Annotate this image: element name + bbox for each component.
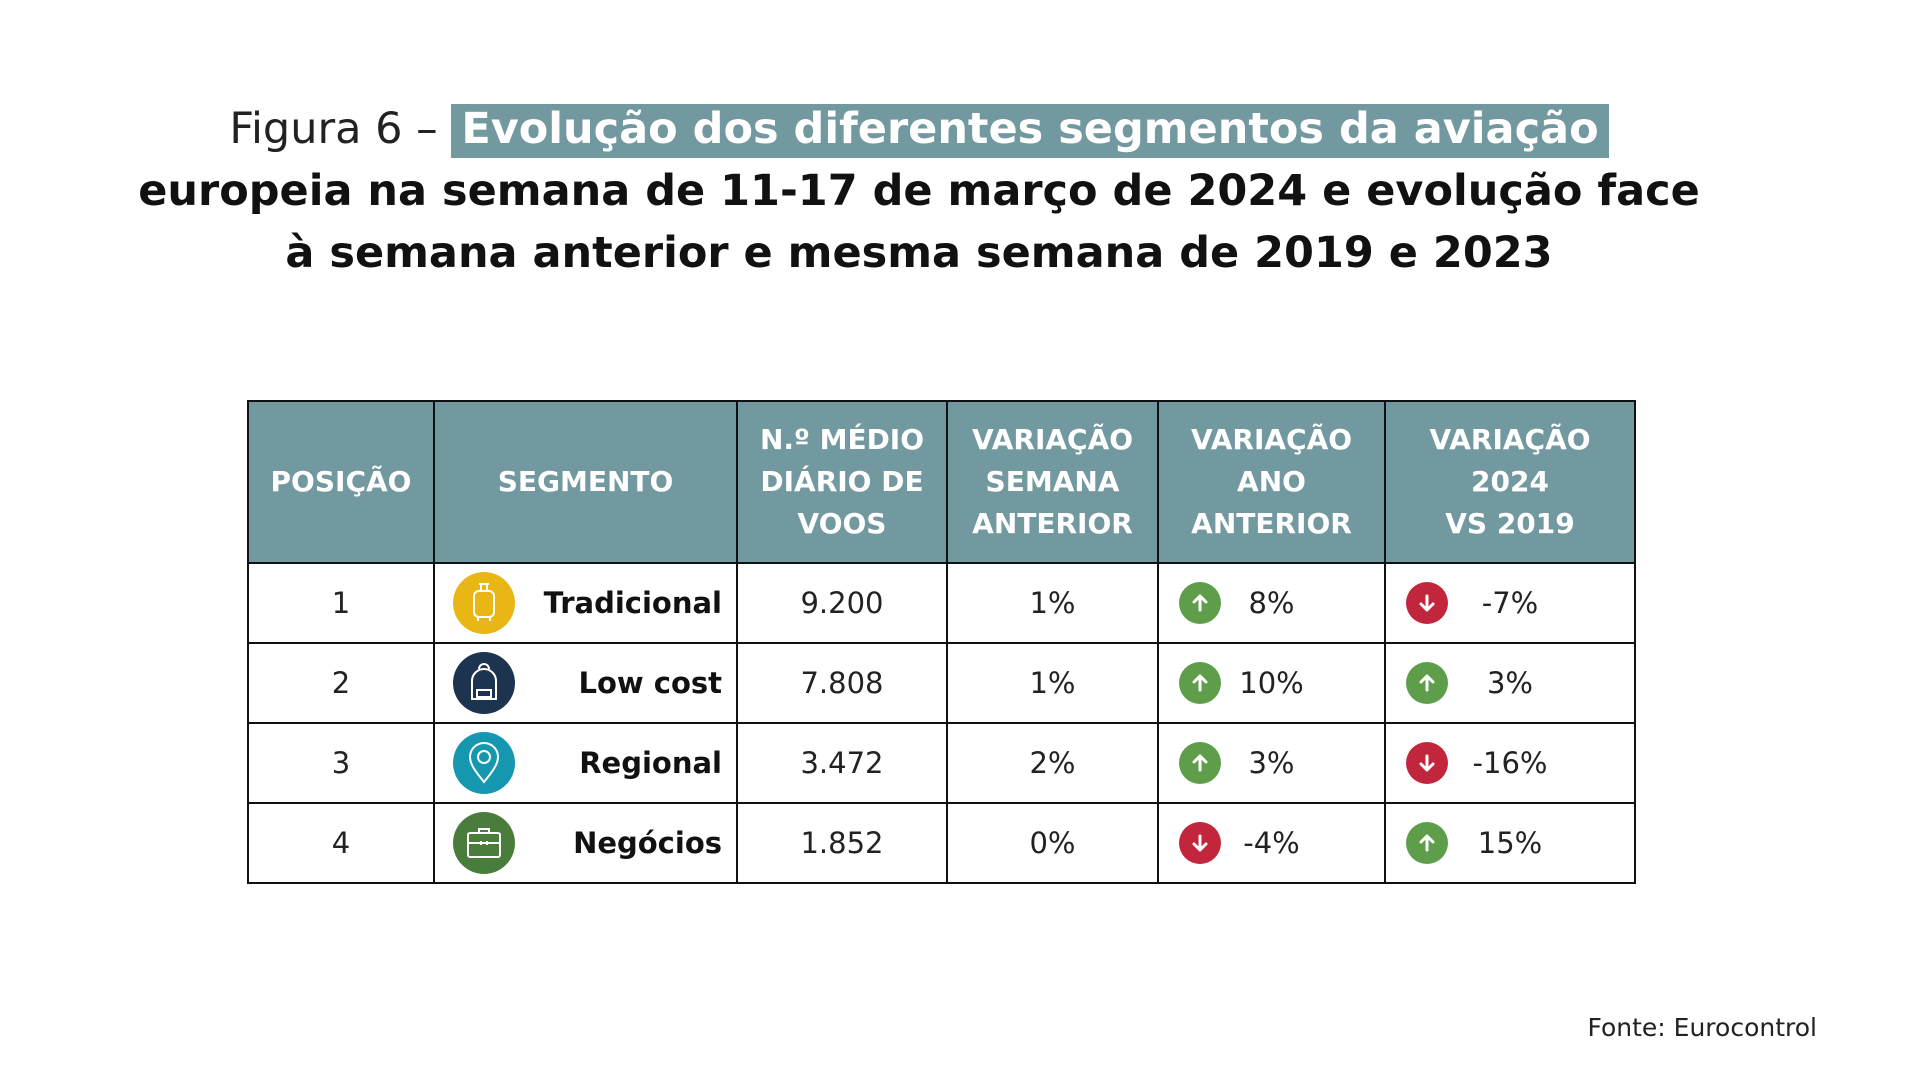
arrow-up-icon bbox=[1406, 822, 1448, 864]
table-body: 1 Tradicional 9.200 1% 8% -7% 2 Low cost 7.808 1%… bbox=[247, 562, 1636, 884]
cell-var-ano: 3% bbox=[1157, 722, 1386, 804]
header-segmento: SEGMENTO bbox=[433, 400, 738, 564]
table-row: 4 Negócios 1.852 0% -4% 15% bbox=[247, 802, 1636, 884]
backpack-icon bbox=[453, 652, 515, 714]
cell-posicao: 3 bbox=[247, 722, 435, 804]
cell-posicao: 4 bbox=[247, 802, 435, 884]
header-var-2019: VARIAÇÃO 2024 VS 2019 bbox=[1384, 400, 1636, 564]
var-2019-value: -16% bbox=[1472, 746, 1548, 780]
cell-voos: 9.200 bbox=[736, 562, 948, 644]
cell-segmento: Tradicional bbox=[433, 562, 738, 644]
var-2019-value: 15% bbox=[1477, 826, 1543, 860]
title-prefix: Figura 6 – bbox=[229, 104, 452, 154]
segment-name: Low cost bbox=[578, 666, 722, 700]
cell-var-ano: -4% bbox=[1157, 802, 1386, 884]
var-ano-value: 3% bbox=[1248, 746, 1295, 780]
cell-voos: 7.808 bbox=[736, 642, 948, 724]
cell-var-semana: 1% bbox=[946, 642, 1159, 724]
title-line-1: Figura 6 – Evolução dos diferentes segme… bbox=[0, 98, 1838, 160]
title-line-2: europeia na semana de 11-17 de março de … bbox=[138, 166, 1700, 216]
title-line-3: à semana anterior e mesma semana de 2019… bbox=[285, 228, 1553, 278]
cell-var-semana: 1% bbox=[946, 562, 1159, 644]
briefcase-icon bbox=[453, 812, 515, 874]
var-2019-value: 3% bbox=[1486, 666, 1533, 700]
var-2019-value: -7% bbox=[1481, 586, 1539, 620]
figure-title: Figura 6 – Evolução dos diferentes segme… bbox=[0, 98, 1838, 284]
var-ano-value: -4% bbox=[1243, 826, 1300, 860]
segment-name: Tradicional bbox=[543, 586, 722, 620]
arrow-up-icon bbox=[1179, 582, 1221, 624]
var-ano-value: 10% bbox=[1239, 666, 1304, 700]
cell-var-2019: 15% bbox=[1384, 802, 1636, 884]
map-pin-icon bbox=[453, 732, 515, 794]
cell-posicao: 2 bbox=[247, 642, 435, 724]
arrow-up-icon bbox=[1406, 662, 1448, 704]
table-header-row: POSIÇÃO SEGMENTO N.º MÉDIO DIÁRIO DE VOO… bbox=[247, 400, 1636, 564]
cell-segmento: Negócios bbox=[433, 802, 738, 884]
arrow-down-icon bbox=[1406, 582, 1448, 624]
cell-voos: 1.852 bbox=[736, 802, 948, 884]
cell-var-2019: -16% bbox=[1384, 722, 1636, 804]
header-posicao: POSIÇÃO bbox=[247, 400, 435, 564]
suitcase-icon bbox=[453, 572, 515, 634]
table-row: 3 Regional 3.472 2% 3% -16% bbox=[247, 722, 1636, 804]
cell-posicao: 1 bbox=[247, 562, 435, 644]
var-ano-value: 8% bbox=[1248, 586, 1295, 620]
table-row: 2 Low cost 7.808 1% 10% 3% bbox=[247, 642, 1636, 724]
cell-var-ano: 10% bbox=[1157, 642, 1386, 724]
segment-name: Regional bbox=[579, 746, 722, 780]
source-note: Fonte: Eurocontrol bbox=[1587, 1013, 1817, 1042]
header-voos: N.º MÉDIO DIÁRIO DE VOOS bbox=[736, 400, 948, 564]
cell-var-2019: -7% bbox=[1384, 562, 1636, 644]
title-highlight: Evolução dos diferentes segmentos da avi… bbox=[451, 104, 1609, 158]
cell-voos: 3.472 bbox=[736, 722, 948, 804]
segment-name: Negócios bbox=[573, 826, 722, 860]
arrow-down-icon bbox=[1179, 822, 1221, 864]
header-var-ano: VARIAÇÃO ANO ANTERIOR bbox=[1157, 400, 1386, 564]
cell-segmento: Low cost bbox=[433, 642, 738, 724]
segments-table: POSIÇÃO SEGMENTO N.º MÉDIO DIÁRIO DE VOO… bbox=[247, 400, 1636, 884]
header-var-semana: VARIAÇÃO SEMANA ANTERIOR bbox=[946, 400, 1159, 564]
arrow-up-icon bbox=[1179, 662, 1221, 704]
cell-segmento: Regional bbox=[433, 722, 738, 804]
cell-var-semana: 0% bbox=[946, 802, 1159, 884]
cell-var-semana: 2% bbox=[946, 722, 1159, 804]
table-row: 1 Tradicional 9.200 1% 8% -7% bbox=[247, 562, 1636, 644]
arrow-down-icon bbox=[1406, 742, 1448, 784]
cell-var-ano: 8% bbox=[1157, 562, 1386, 644]
cell-var-2019: 3% bbox=[1384, 642, 1636, 724]
arrow-up-icon bbox=[1179, 742, 1221, 784]
